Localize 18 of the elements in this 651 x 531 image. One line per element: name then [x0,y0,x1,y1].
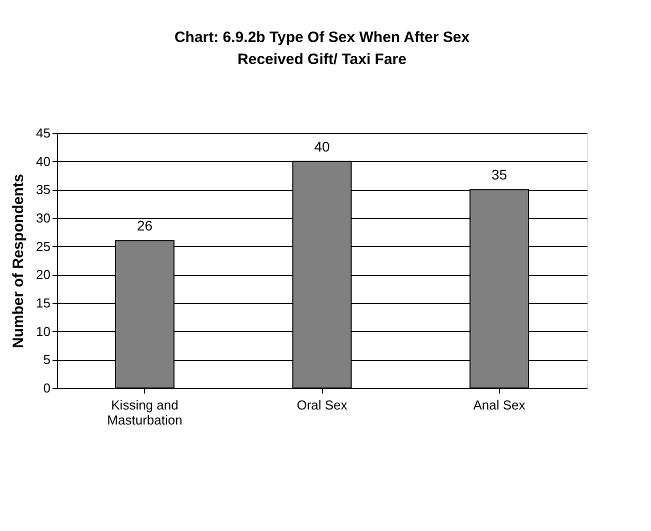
y-tick-label: 25 [36,238,50,254]
y-tick-label: 0 [43,380,50,396]
y-tick-label: 10 [36,324,50,339]
y-tick-label: 20 [36,267,50,282]
chart-title: Chart: 6.9.2b Type Of Sex When After Sex Received Gift/ Taxi Fare [174,29,470,68]
x-tick-label: Kissing and Masturbation [107,398,182,428]
y-axis-title: Number of Respondents [10,174,28,348]
x-tick-label: Anal Sex [473,398,526,412]
y-tick-label: 30 [36,210,50,226]
data-label: 40 [314,138,330,154]
y-tick-label: 15 [36,296,50,310]
y-tick-label: 5 [43,352,50,368]
y-tick-label: 40 [36,154,50,169]
y-tick-label: 45 [36,126,50,140]
data-label: 35 [491,166,508,183]
x-tick-label: Oral Sex [296,398,348,412]
data-label: 26 [136,218,153,234]
y-tick-label: 35 [36,182,50,198]
